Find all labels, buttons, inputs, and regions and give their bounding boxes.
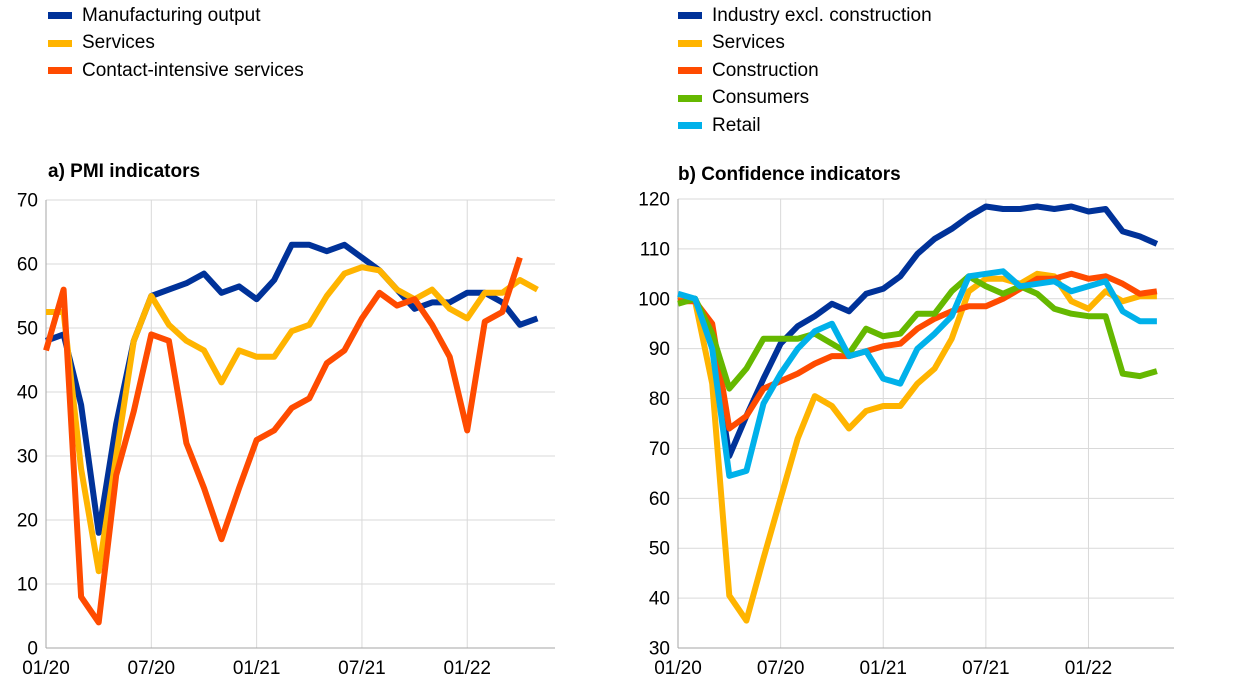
legend-item: Manufacturing output — [48, 2, 304, 30]
legend-swatch — [48, 12, 72, 20]
series-line-manufacturing-output — [44, 241, 539, 536]
x-tick-label: 07/21 — [962, 658, 1010, 679]
y-tick-label: 60 — [649, 489, 670, 510]
legend-label: Services — [712, 32, 785, 54]
legend-item: Industry excl. construction — [678, 2, 932, 30]
series-line-construction — [678, 270, 1158, 432]
y-tick-label: 120 — [638, 190, 670, 211]
legend-swatch — [678, 12, 702, 20]
legend-label: Industry excl. construction — [712, 4, 932, 26]
x-tick-label: 07/20 — [757, 658, 805, 679]
x-tick-label: 01/22 — [443, 658, 491, 679]
legend-label: Contact-intensive services — [82, 59, 304, 81]
legend-label: Services — [82, 32, 155, 54]
legend-item: Retail — [678, 112, 932, 140]
legend-item: Services — [48, 30, 304, 58]
legend-label: Construction — [712, 59, 819, 81]
legend-item: Consumers — [678, 85, 932, 113]
legend: Industry excl. construction Services Con… — [678, 2, 932, 140]
x-tick-label: 07/21 — [338, 658, 386, 679]
y-tick-label: 40 — [649, 589, 670, 610]
y-tick-label: 30 — [649, 639, 670, 660]
y-tick-label: 110 — [640, 239, 670, 260]
y-tick-label: 40 — [17, 383, 38, 404]
series-line-contact-intensive-services — [43, 256, 523, 626]
chart-title: a) PMI indicators — [48, 161, 201, 182]
chart-panel-pmi: Manufacturing output Services Contact-in… — [0, 0, 600, 694]
x-tick-label: 01/20 — [654, 658, 702, 679]
y-tick-label: 50 — [17, 319, 38, 340]
legend-item: Services — [678, 30, 932, 58]
legend-swatch — [678, 39, 702, 47]
legend: Manufacturing output Services Contact-in… — [48, 2, 304, 85]
chart-title: b) Confidence indicators — [678, 164, 901, 185]
series-line-consumers — [677, 273, 1158, 392]
chart-plot: 0 10 20 30 40 50 60 70 01/20 07/20 01/21 07/21 01/22 — [17, 191, 555, 679]
y-tick-label: 80 — [649, 389, 670, 410]
series-line-retail — [677, 268, 1157, 479]
y-tick-label: 100 — [638, 289, 670, 310]
legend-swatch — [48, 67, 72, 75]
series-line-services — [46, 264, 539, 575]
legend-label: Consumers — [712, 87, 810, 109]
series-line-industry-excl-construction — [677, 203, 1159, 459]
series-line-services — [677, 270, 1157, 624]
y-tick-label: 70 — [649, 439, 670, 460]
y-tick-label: 60 — [17, 255, 38, 276]
legend-swatch — [678, 94, 702, 102]
y-tick-label: 10 — [17, 575, 38, 596]
y-tick-label: 0 — [27, 639, 38, 660]
legend-label: Retail — [712, 114, 761, 136]
chart-plot: 30 40 50 60 70 80 90 100 110 120 01/20 07/20 01/21 07… — [638, 190, 1174, 679]
y-tick-label: 50 — [649, 539, 670, 560]
legend-label: Manufacturing output — [82, 4, 261, 26]
legend-item: Construction — [678, 57, 932, 85]
y-tick-label: 70 — [17, 191, 38, 212]
legend-item: Contact-intensive services — [48, 57, 304, 85]
legend-swatch — [48, 39, 72, 47]
chart-panel-confidence: Industry excl. construction Services Con… — [620, 0, 1240, 694]
x-tick-label: 01/20 — [22, 658, 70, 679]
legend-swatch — [678, 122, 702, 130]
x-tick-label: 01/22 — [1065, 658, 1113, 679]
x-tick-label: 01/21 — [859, 658, 907, 679]
y-tick-label: 30 — [17, 447, 38, 468]
y-tick-label: 20 — [17, 511, 38, 532]
legend-swatch — [678, 67, 702, 75]
y-tick-label: 90 — [649, 339, 670, 360]
x-tick-label: 07/20 — [128, 658, 176, 679]
x-tick-label: 01/21 — [233, 658, 281, 679]
